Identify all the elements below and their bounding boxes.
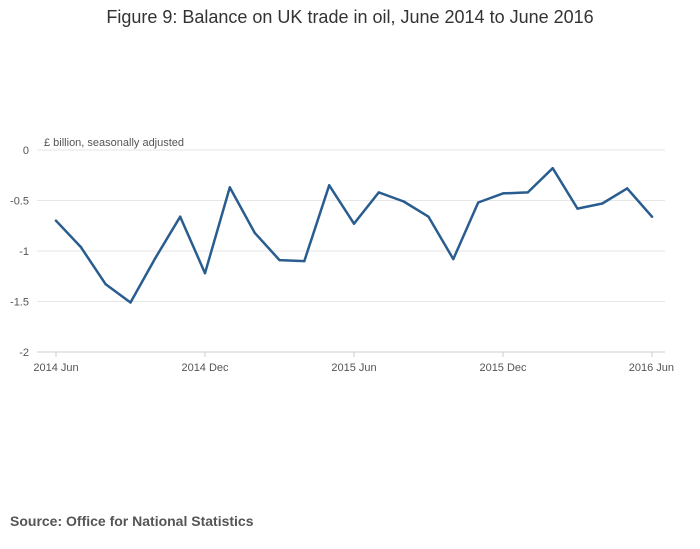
- data-point: [54, 219, 58, 222]
- data-point: [154, 256, 157, 260]
- series-line: [54, 166, 654, 304]
- series-group: [54, 166, 654, 304]
- x-tick-label: 2014 Dec: [181, 362, 229, 374]
- data-point: [278, 258, 281, 262]
- data-point: [526, 191, 530, 194]
- source-note: Source: Office for National Statistics: [10, 513, 254, 529]
- data-point: [625, 187, 629, 190]
- chart-title: Figure 9: Balance on UK trade in oil, Ju…: [106, 7, 594, 27]
- data-point: [352, 222, 356, 225]
- x-tick-label: 2016 Jun: [629, 362, 674, 374]
- data-point: [129, 301, 132, 304]
- data-point: [104, 283, 107, 286]
- data-point: [402, 200, 405, 203]
- data-point: [178, 215, 182, 218]
- data-point: [576, 207, 579, 210]
- data-point: [303, 259, 306, 263]
- data-point: [601, 202, 604, 205]
- y-tick-label: -0.5: [10, 196, 29, 208]
- y-axis-ticks: 0 -0.5 -1 -1.5 -2: [10, 145, 29, 359]
- y-tick-label: 0: [23, 145, 29, 157]
- data-point: [253, 231, 256, 235]
- y-tick-label: -1.5: [10, 297, 29, 309]
- data-point: [476, 201, 480, 204]
- data-point: [452, 257, 455, 261]
- x-tick-label: 2015 Dec: [479, 362, 527, 374]
- x-tick-label: 2014 Jun: [33, 362, 78, 374]
- y-tick-label: -2: [19, 347, 29, 359]
- data-point: [228, 186, 232, 189]
- data-point: [377, 191, 381, 194]
- gridlines: [37, 149, 665, 353]
- data-point: [427, 215, 430, 218]
- data-point: [501, 192, 505, 195]
- data-point: [327, 184, 331, 187]
- data-point: [551, 166, 554, 170]
- x-axis: 2014 Jun 2014 Dec 2015 Jun 2015 Dec 2016 Jun: [33, 352, 674, 374]
- data-point: [650, 215, 654, 218]
- y-axis-label: £ billion, seasonally adjusted: [44, 137, 184, 149]
- x-tick-label: 2015 Jun: [331, 362, 376, 374]
- data-point: [79, 245, 83, 249]
- data-point: [203, 272, 207, 275]
- y-tick-label: -1: [19, 246, 29, 258]
